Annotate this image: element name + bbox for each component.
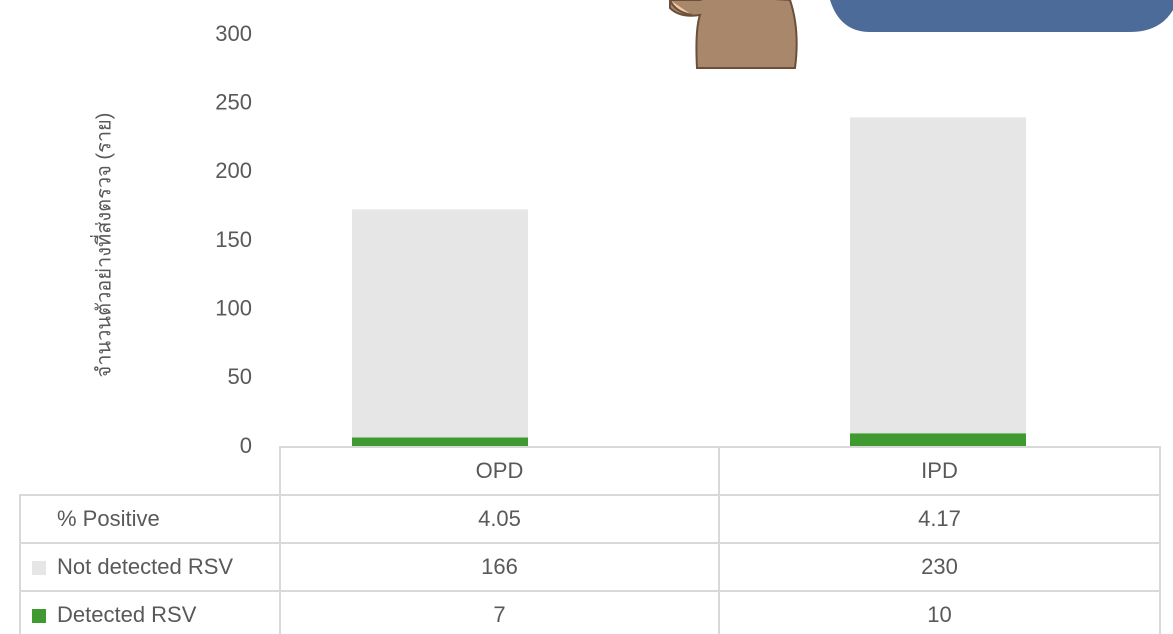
category-label: IPD [921, 458, 958, 483]
y-tick-label: 150 [215, 227, 252, 252]
y-tick-label: 100 [215, 295, 252, 320]
y-tick-label: 0 [240, 433, 252, 458]
table-value: 230 [921, 554, 958, 579]
banner-shape [830, 0, 1173, 32]
table-value: 7 [493, 602, 505, 627]
table-value: 10 [927, 602, 951, 627]
y-tick-label: 50 [228, 364, 252, 389]
y-tick-label: 250 [215, 89, 252, 114]
legend-label: Detected RSV [57, 602, 197, 627]
legend-swatch [32, 609, 46, 623]
legend-label: Not detected RSV [57, 554, 233, 579]
bar-segment [352, 209, 528, 437]
category-label: OPD [476, 458, 524, 483]
y-axis-title: จำนวนตัวอย่างที่ส่งตรวจ (ราย) [89, 113, 115, 378]
chart: จำนวนตัวอย่างที่ส่งตรวจ (ราย) 0 50 100 150 2… [0, 0, 1173, 634]
page: จำนวนตัวอย่างที่ส่งตรวจ (ราย) 0 50 100 150 2… [0, 0, 1173, 634]
bar-segment [352, 437, 528, 447]
legend-swatch [32, 561, 46, 575]
positive-rate-value: 4.05 [478, 506, 521, 531]
y-tick-label: 300 [215, 21, 252, 46]
bar-segment [850, 433, 1026, 447]
y-tick-label: 200 [215, 158, 252, 183]
illustration [670, 0, 797, 68]
row-label: % Positive [57, 506, 160, 531]
bar-segment [850, 117, 1026, 433]
table-value: 166 [481, 554, 518, 579]
positive-rate-value: 4.17 [918, 506, 961, 531]
